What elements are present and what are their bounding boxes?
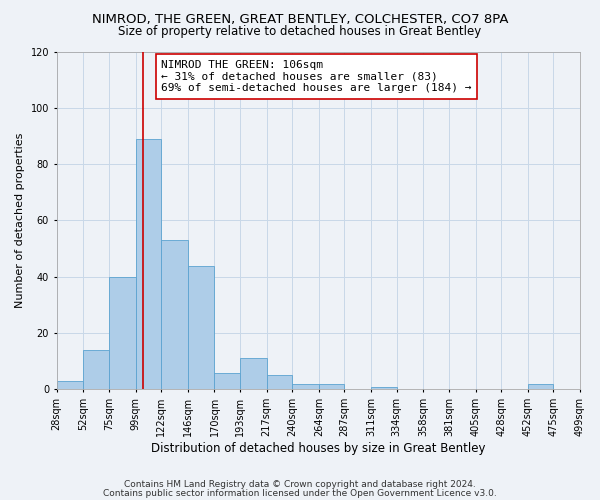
Text: Size of property relative to detached houses in Great Bentley: Size of property relative to detached ho… [118, 25, 482, 38]
Bar [266, 376, 292, 390]
Bar [161, 240, 188, 390]
Bar [136, 139, 161, 390]
Bar [292, 384, 319, 390]
Bar [188, 266, 214, 390]
Text: NIMROD, THE GREEN, GREAT BENTLEY, COLCHESTER, CO7 8PA: NIMROD, THE GREEN, GREAT BENTLEY, COLCHE… [92, 12, 508, 26]
Bar [319, 384, 344, 390]
Text: NIMROD THE GREEN: 106sqm
← 31% of detached houses are smaller (83)
69% of semi-d: NIMROD THE GREEN: 106sqm ← 31% of detach… [161, 60, 472, 93]
Bar [240, 358, 266, 390]
Bar [371, 386, 397, 390]
Bar [83, 350, 109, 390]
Text: Contains public sector information licensed under the Open Government Licence v3: Contains public sector information licen… [103, 489, 497, 498]
Bar [109, 277, 136, 390]
Text: Contains HM Land Registry data © Crown copyright and database right 2024.: Contains HM Land Registry data © Crown c… [124, 480, 476, 489]
X-axis label: Distribution of detached houses by size in Great Bentley: Distribution of detached houses by size … [151, 442, 485, 455]
Y-axis label: Number of detached properties: Number of detached properties [15, 133, 25, 308]
Bar [214, 372, 240, 390]
Bar [528, 384, 553, 390]
Bar [56, 381, 83, 390]
